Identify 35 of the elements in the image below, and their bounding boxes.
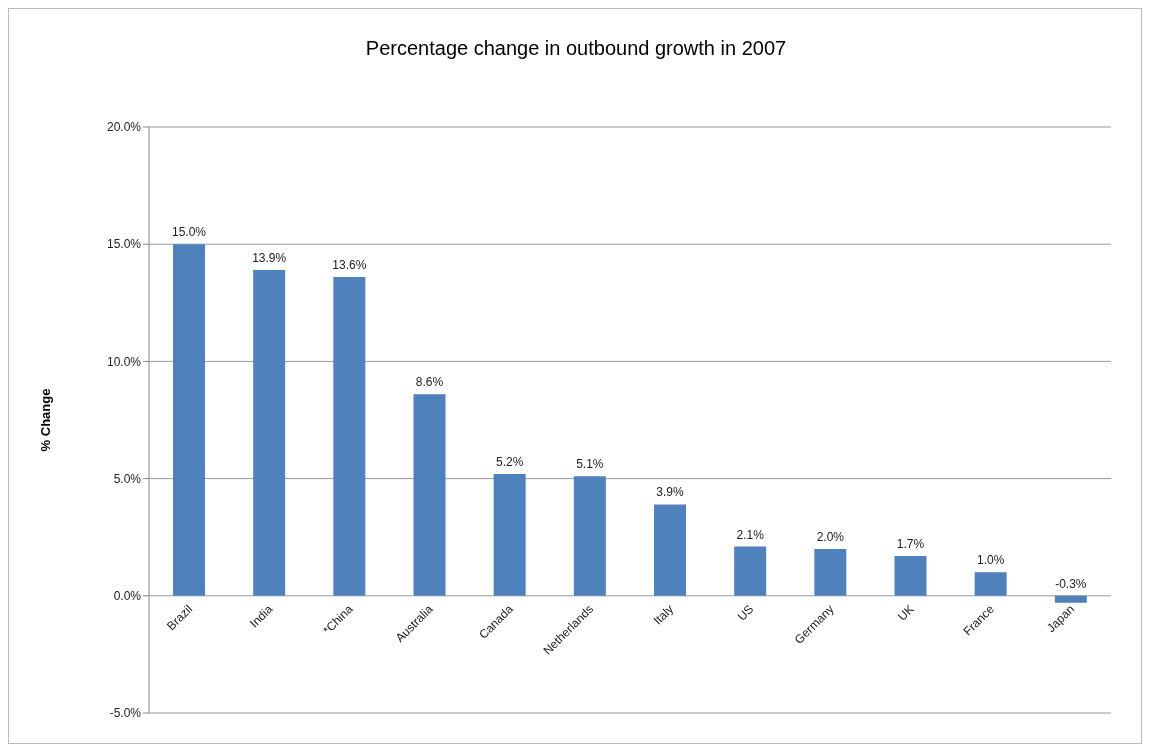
y-tick-label: 20.0% (106, 120, 142, 135)
x-tick-label: US (734, 602, 757, 624)
bar (173, 244, 205, 596)
data-label: 5.1% (576, 457, 604, 472)
y-axis-title: % Change (37, 388, 53, 452)
x-tick-label: UK (895, 602, 917, 624)
data-label: 1.0% (976, 553, 1005, 568)
bar (493, 473, 526, 596)
y-tick-label: -5.0% (109, 706, 142, 721)
bar (1054, 595, 1087, 603)
y-tick-label: 0.0% (113, 589, 142, 604)
data-label: 3.9% (656, 485, 684, 500)
data-label: 8.6% (415, 375, 444, 390)
bar (573, 476, 606, 596)
data-label: 2.1% (736, 527, 765, 542)
data-label: 15.0% (171, 225, 207, 240)
y-tick-label: 10.0% (106, 354, 142, 369)
data-label: 2.0% (816, 529, 845, 544)
data-label: 5.2% (495, 454, 524, 469)
data-label: -0.3% (1055, 576, 1087, 591)
x-tick-label: Italy (650, 602, 677, 628)
bar (974, 572, 1007, 596)
data-label: 13.6% (332, 258, 367, 273)
bar (413, 394, 446, 596)
bar (253, 269, 286, 596)
bar (814, 548, 847, 596)
bar (333, 277, 366, 596)
chart-title: Percentage change in outbound growth in 2007 (364, 37, 788, 60)
y-tick-label: 15.0% (106, 237, 142, 252)
bar (734, 546, 767, 596)
bar (894, 555, 927, 596)
bar (654, 504, 686, 596)
y-tick-label: 5.0% (113, 471, 142, 486)
data-label: 1.7% (896, 536, 925, 551)
data-label: 13.9% (252, 250, 287, 265)
